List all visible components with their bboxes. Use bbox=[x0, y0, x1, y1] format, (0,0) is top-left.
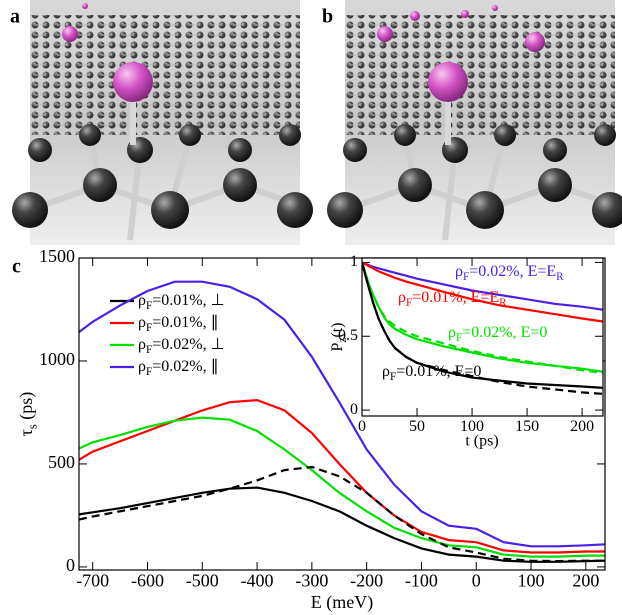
y-tick-label: 500 bbox=[48, 452, 75, 472]
panel-b-image bbox=[327, 0, 622, 245]
legend-label-part: F bbox=[146, 299, 152, 311]
line bbox=[79, 486, 605, 563]
y-axis-label-part: (ps) bbox=[16, 392, 37, 425]
y-tick-label: 0.5 bbox=[338, 327, 358, 344]
legend-label-part: ρ bbox=[138, 358, 146, 375]
line-label-part: =0.01%, E=0 bbox=[396, 363, 481, 380]
legend-label: ρF=0.01%, ∥ bbox=[138, 314, 219, 334]
x-axis-label: E (meV) bbox=[311, 592, 373, 613]
panel-a-image bbox=[12, 0, 313, 245]
panel-label: a bbox=[10, 6, 20, 28]
legend-label: ρF=0.02%, ∥ bbox=[138, 358, 219, 378]
line-label-part: =0.02%, E=E bbox=[469, 263, 556, 280]
legend-label-part: F bbox=[146, 343, 152, 355]
x-axis-label: t (ps) bbox=[465, 433, 498, 450]
panel-label: c bbox=[12, 256, 21, 278]
y-axis-label-part: (t) bbox=[329, 323, 346, 338]
legend-label-part: =0.02%, ⊥ bbox=[152, 336, 224, 353]
y-tick-label: 0 bbox=[66, 555, 75, 575]
line-label-part: =0.01%, E=E bbox=[412, 289, 499, 306]
line bbox=[79, 280, 605, 548]
line bbox=[362, 261, 603, 323]
y-axis-label-part: τ bbox=[16, 429, 36, 436]
y-tick-label: 1000 bbox=[39, 349, 75, 369]
plot-frame bbox=[78, 257, 606, 571]
x-tick-label: 50 bbox=[409, 418, 425, 435]
line-label: ρF=0.01%, E=ER bbox=[398, 289, 507, 309]
x-tick-label: 200 bbox=[570, 418, 594, 435]
line-label-part: F bbox=[463, 270, 469, 282]
dashed-line bbox=[362, 262, 603, 375]
x-tick-label: 100 bbox=[460, 418, 484, 435]
panel-label: b bbox=[322, 6, 333, 28]
plot-frame bbox=[361, 257, 604, 417]
line-label-part: ρ bbox=[398, 289, 406, 306]
dashed-line bbox=[79, 465, 605, 563]
line bbox=[79, 398, 605, 554]
y-axis-label: Pz(t) bbox=[329, 323, 349, 352]
legend-label-part: =0.02%, ∥ bbox=[152, 358, 218, 375]
line-label-part: F bbox=[390, 370, 396, 382]
y-axis-label-part: P bbox=[329, 342, 346, 351]
legend-label-part: ρ bbox=[138, 336, 146, 353]
line-label: ρF=0.02%, E=ER bbox=[455, 263, 564, 283]
legend-label-part: F bbox=[146, 321, 152, 333]
line bbox=[79, 416, 605, 558]
legend-label-part: ρ bbox=[138, 314, 146, 331]
x-tick-label: 100 bbox=[518, 571, 545, 591]
legend-label: ρF=0.01%, ⊥ bbox=[138, 292, 225, 312]
x-tick-label: 0 bbox=[472, 571, 481, 591]
line-label-part: ρ bbox=[455, 263, 463, 280]
line bbox=[362, 261, 603, 311]
x-tick-label: 0 bbox=[358, 418, 366, 435]
legend-label-part: F bbox=[146, 365, 152, 377]
legend-label-part: =0.01%, ⊥ bbox=[152, 292, 224, 309]
line-label-part: R bbox=[556, 270, 564, 282]
line-label-part: ρ bbox=[382, 363, 390, 380]
x-tick-label: -400 bbox=[241, 571, 274, 591]
line-label-part: ρ bbox=[448, 324, 456, 341]
line-label: ρF=0.01%, E=0 bbox=[382, 363, 481, 383]
line-label-part: F bbox=[406, 296, 412, 308]
y-axis-label-part: z bbox=[336, 338, 348, 343]
y-axis-label: τs (ps) bbox=[16, 392, 39, 437]
x-tick-label: 200 bbox=[572, 571, 599, 591]
x-tick-label: -200 bbox=[350, 571, 383, 591]
x-tick-label: -300 bbox=[295, 571, 328, 591]
x-tick-label: -100 bbox=[405, 571, 438, 591]
y-axis-label-part: s bbox=[25, 424, 39, 429]
y-tick-label: 1 bbox=[350, 253, 358, 270]
line-label-part: R bbox=[499, 296, 507, 308]
line bbox=[362, 262, 603, 389]
x-tick-label: -500 bbox=[186, 571, 219, 591]
x-tick-label: -600 bbox=[131, 571, 164, 591]
line-label-part: F bbox=[456, 331, 462, 343]
x-tick-label: -700 bbox=[76, 571, 109, 591]
y-tick-label: 1500 bbox=[39, 246, 75, 266]
legend-label: ρF=0.02%, ⊥ bbox=[138, 336, 225, 356]
x-tick-label: 150 bbox=[515, 418, 539, 435]
line-label: ρF=0.02%, E=0 bbox=[448, 324, 547, 344]
y-tick-label: 0 bbox=[350, 401, 358, 418]
line-label-part: =0.02%, E=0 bbox=[462, 324, 547, 341]
legend-label-part: =0.01%, ∥ bbox=[152, 314, 218, 331]
legend-label-part: ρ bbox=[138, 292, 146, 309]
